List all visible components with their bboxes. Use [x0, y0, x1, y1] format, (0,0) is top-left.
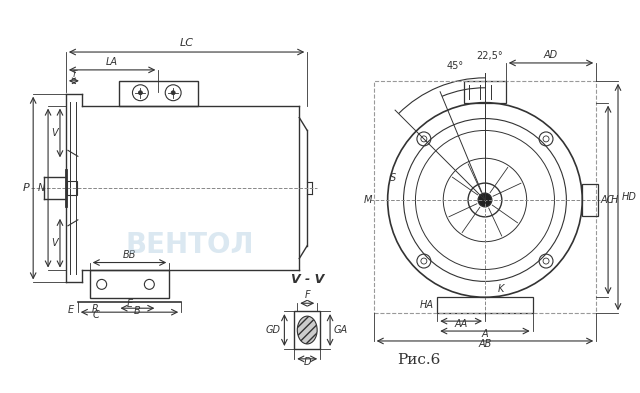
Text: LC: LC — [180, 38, 193, 48]
Circle shape — [543, 258, 549, 264]
Circle shape — [543, 136, 549, 142]
Bar — [118, 81, 198, 106]
Text: M: M — [364, 195, 372, 205]
Circle shape — [478, 193, 492, 207]
Text: HD: HD — [622, 192, 637, 202]
Text: BB: BB — [123, 250, 136, 259]
Text: ВЕНТОЛ: ВЕНТОЛ — [126, 231, 254, 259]
Bar — [437, 297, 532, 313]
Text: E: E — [127, 299, 132, 309]
Text: AA: AA — [454, 319, 468, 329]
Text: H: H — [611, 195, 618, 205]
Bar — [67, 181, 77, 195]
Text: AD: AD — [544, 50, 558, 60]
Text: R: R — [92, 304, 99, 314]
Text: D: D — [303, 357, 311, 367]
Text: V - V: V - V — [291, 274, 324, 286]
Text: B: B — [134, 306, 141, 316]
Bar — [90, 270, 169, 298]
Text: F: F — [305, 290, 310, 300]
Text: AB: AB — [478, 339, 492, 349]
Text: V: V — [51, 128, 58, 138]
Circle shape — [171, 91, 175, 95]
Text: P: P — [22, 183, 29, 193]
Text: Рис.6: Рис.6 — [397, 353, 440, 367]
Text: AC: AC — [600, 195, 614, 205]
Text: A: A — [482, 329, 488, 339]
Text: C: C — [92, 310, 99, 320]
Circle shape — [421, 258, 427, 264]
Bar — [464, 81, 506, 103]
Text: T: T — [71, 70, 76, 79]
Text: LA: LA — [106, 57, 118, 67]
Text: 45°: 45° — [447, 61, 464, 71]
Text: GD: GD — [266, 325, 280, 335]
Text: K: K — [498, 284, 504, 294]
Circle shape — [421, 136, 427, 142]
Text: V: V — [51, 238, 58, 248]
Text: S: S — [390, 173, 396, 183]
Bar — [374, 81, 596, 313]
Circle shape — [138, 91, 142, 95]
Text: N: N — [38, 183, 45, 193]
Text: GA: GA — [334, 325, 348, 335]
Text: 22,5°: 22,5° — [477, 51, 503, 61]
Text: E: E — [68, 305, 74, 315]
Text: HA: HA — [419, 300, 433, 310]
Ellipse shape — [298, 316, 317, 344]
Bar — [294, 311, 320, 349]
Bar — [582, 184, 598, 216]
